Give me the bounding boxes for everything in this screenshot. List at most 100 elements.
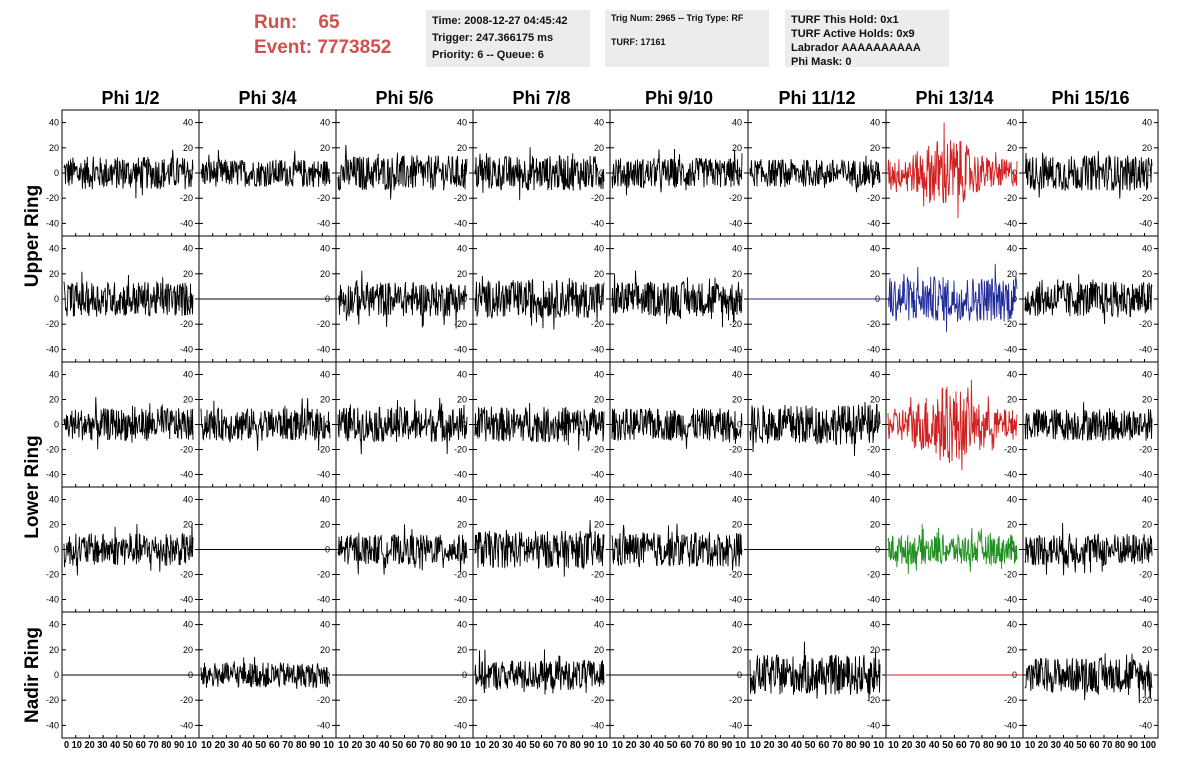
y-tick-label: -20 — [591, 570, 604, 580]
y-tick-label: 20 — [594, 395, 604, 405]
waveform-trace — [200, 656, 331, 689]
run-value: 65 — [318, 12, 340, 33]
waveform-trace — [474, 275, 605, 330]
y-tick-label: 20 — [457, 520, 467, 530]
y-tick-label: -20 — [1139, 570, 1152, 580]
y-tick-label: -20 — [867, 193, 880, 203]
y-tick-label: -20 — [1139, 695, 1152, 705]
y-tick-label: -40 — [591, 720, 604, 730]
y-tick-label: -20 — [867, 319, 880, 329]
y-tick-label: 20 — [320, 143, 330, 153]
y-tick-label: -40 — [729, 344, 742, 354]
y-tick-label: 40 — [49, 244, 59, 254]
y-tick-label: 0 — [1147, 294, 1152, 304]
y-tick-label: 40 — [183, 620, 193, 630]
x-tick-labels: 10 20 30 40 50 60 70 80 90 10 — [888, 740, 1021, 751]
y-tick-label: -40 — [729, 595, 742, 605]
y-tick-label: 40 — [457, 495, 467, 505]
y-tick-label: 40 — [320, 118, 330, 128]
waveform-trace — [887, 379, 1018, 471]
y-tick-label: 40 — [183, 495, 193, 505]
event-label: Event: — [254, 37, 313, 58]
y-tick-label: 20 — [594, 143, 604, 153]
y-tick-label: 40 — [1007, 118, 1017, 128]
y-tick-label: 40 — [1142, 118, 1152, 128]
y-tick-label: -40 — [1004, 344, 1017, 354]
y-tick-label: 40 — [457, 620, 467, 630]
run-event-header: Run: 65 Event: 7773852 — [254, 10, 391, 60]
y-tick-label: -40 — [1139, 720, 1152, 730]
time-info-box: Time: 2008-12-27 04:45:42 Trigger: 247.3… — [426, 10, 590, 67]
waveform-trace — [749, 155, 881, 193]
y-tick-label: -20 — [317, 445, 330, 455]
y-tick-label: 40 — [457, 244, 467, 254]
y-tick-label: -20 — [729, 193, 742, 203]
waveform-trace — [337, 144, 468, 200]
y-tick-label: -20 — [1139, 193, 1152, 203]
y-tick-label: -20 — [1139, 445, 1152, 455]
y-tick-label: 20 — [320, 395, 330, 405]
y-tick-label: 20 — [732, 645, 742, 655]
y-tick-label: -40 — [867, 470, 880, 480]
y-tick-label: -20 — [46, 319, 59, 329]
y-tick-label: 40 — [320, 620, 330, 630]
y-tick-label: 20 — [732, 269, 742, 279]
y-tick-label: -20 — [1004, 695, 1017, 705]
y-tick-label: 20 — [183, 520, 193, 530]
y-tick-label: 40 — [732, 620, 742, 630]
y-tick-label: 0 — [325, 420, 330, 430]
turf-info-box: TURF This Hold: 0x1 TURF Active Holds: 0… — [785, 10, 949, 68]
y-tick-label: -40 — [591, 470, 604, 480]
y-tick-label: -40 — [1139, 218, 1152, 228]
y-tick-label: 40 — [49, 620, 59, 630]
y-tick-label: -40 — [454, 218, 467, 228]
y-tick-label: -40 — [1004, 470, 1017, 480]
event-line: Event: 7773852 — [254, 35, 391, 60]
y-tick-label: -40 — [317, 218, 330, 228]
y-tick-label: -40 — [1004, 595, 1017, 605]
y-tick-label: -20 — [454, 319, 467, 329]
y-tick-label: 20 — [320, 520, 330, 530]
waveform-trace — [337, 270, 468, 329]
y-tick-label: -40 — [1139, 595, 1152, 605]
column-title: Phi 5/6 — [375, 88, 433, 108]
waveform-trace — [200, 149, 331, 188]
y-tick-label: 20 — [457, 395, 467, 405]
y-tick-label: 40 — [732, 370, 742, 380]
y-tick-label: 0 — [54, 168, 59, 178]
y-tick-label: -40 — [1004, 720, 1017, 730]
y-tick-label: 40 — [732, 244, 742, 254]
y-tick-label: 40 — [732, 495, 742, 505]
y-tick-label: -40 — [180, 344, 193, 354]
y-tick-label: 0 — [54, 670, 59, 680]
y-tick-label: 20 — [1142, 520, 1152, 530]
y-tick-label: 40 — [1142, 495, 1152, 505]
y-tick-label: 40 — [870, 495, 880, 505]
y-tick-label: -20 — [46, 193, 59, 203]
y-tick-label: 40 — [732, 118, 742, 128]
y-tick-label: 20 — [1007, 520, 1017, 530]
column-title: Phi 7/8 — [512, 88, 570, 108]
waveform-trace — [474, 147, 605, 201]
y-tick-label: 40 — [49, 118, 59, 128]
y-tick-label: 40 — [183, 244, 193, 254]
y-tick-label: 40 — [870, 620, 880, 630]
y-tick-label: -20 — [729, 570, 742, 580]
y-tick-label: -20 — [180, 193, 193, 203]
column-title: Phi 13/14 — [915, 88, 993, 108]
turf-active-line: TURF Active Holds: 0x9 — [791, 28, 915, 40]
y-tick-label: -40 — [867, 595, 880, 605]
y-tick-label: 40 — [870, 244, 880, 254]
y-tick-label: 0 — [54, 294, 59, 304]
turf-hold-line: TURF This Hold: 0x1 — [791, 14, 899, 26]
y-tick-label: -40 — [591, 595, 604, 605]
y-tick-label: 40 — [870, 370, 880, 380]
waveform-trace — [1024, 653, 1153, 704]
y-tick-label: -40 — [729, 720, 742, 730]
y-tick-label: 20 — [732, 143, 742, 153]
x-tick-labels: 10 20 30 40 50 60 70 80 90 10 — [475, 740, 608, 751]
y-tick-label: 40 — [594, 495, 604, 505]
y-tick-label: 20 — [320, 269, 330, 279]
column-title: Phi 1/2 — [101, 88, 159, 108]
trigger-info-box: Trig Num: 2965 -- Trig Type: RF TURF: 17… — [605, 10, 769, 67]
